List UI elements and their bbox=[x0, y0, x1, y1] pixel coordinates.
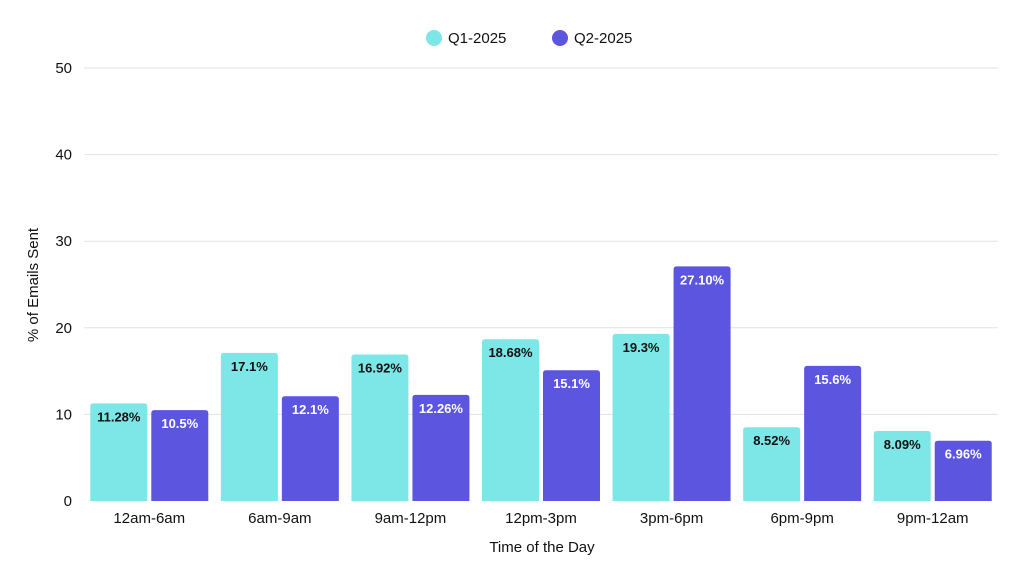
x-tick-label: 6pm-9pm bbox=[770, 510, 833, 527]
legend-swatch bbox=[426, 30, 442, 46]
bar-q2-2025-6pm-9pm[interactable] bbox=[804, 365, 862, 501]
y-tick-label: 50 bbox=[55, 60, 72, 77]
x-axis-title: Time of the Day bbox=[489, 539, 595, 556]
y-tick-label: 20 bbox=[55, 320, 72, 337]
bar-q2-2025-9pm-12am[interactable] bbox=[934, 440, 992, 501]
legend-label: Q1-2025 bbox=[448, 30, 506, 47]
data-label: 8.09% bbox=[884, 437, 921, 452]
data-label: 16.92% bbox=[358, 360, 403, 375]
bar-q2-2025-9am-12pm[interactable] bbox=[412, 394, 470, 501]
data-label: 15.1% bbox=[553, 376, 590, 391]
bar-q2-2025-12pm-3pm[interactable] bbox=[543, 370, 600, 501]
data-label: 17.1% bbox=[231, 359, 268, 374]
bar-q1-2025-3pm-6pm[interactable] bbox=[612, 333, 670, 501]
bar-q1-2025-6pm-9pm[interactable] bbox=[743, 427, 801, 501]
x-tick-label: 12pm-3pm bbox=[505, 510, 577, 527]
data-label: 12.26% bbox=[419, 401, 464, 416]
legend-item-q1-2025[interactable]: Q1-2025 bbox=[426, 30, 506, 47]
bar-q1-2025-12pm-3pm[interactable] bbox=[482, 339, 539, 501]
y-axis-title: % of Emails Sent bbox=[25, 227, 42, 342]
data-label: 12.1% bbox=[292, 402, 329, 417]
bar-q2-2025-3pm-6pm[interactable] bbox=[673, 266, 731, 501]
data-label: 27.10% bbox=[680, 272, 725, 287]
x-tick-label: 9pm-12am bbox=[897, 510, 969, 527]
x-tick-label: 9am-12pm bbox=[375, 510, 447, 527]
x-tick-label: 12am-6am bbox=[113, 510, 185, 527]
data-label: 19.3% bbox=[623, 340, 660, 355]
data-labels: 11.28% 10.5% 17.1% 12.1% 16.92% 12.26% 18.68% 1… bbox=[97, 272, 982, 461]
x-axis-ticks: 12am-6am 6am-9am 9am-12pm 12pm-3pm 3pm-6pm 6p… bbox=[113, 510, 968, 527]
data-label: 11.28% bbox=[97, 409, 141, 424]
data-label: 15.6% bbox=[814, 372, 851, 387]
legend-item-q2-2025[interactable]: Q2-2025 bbox=[552, 30, 632, 47]
y-tick-label: 10 bbox=[55, 406, 72, 423]
bar-q1-2025-12am-6am[interactable] bbox=[90, 403, 148, 501]
legend[interactable]: Q1-2025 Q2-2025 bbox=[426, 30, 632, 47]
y-tick-label: 0 bbox=[64, 493, 72, 510]
bar-q1-2025-6am-9am[interactable] bbox=[220, 352, 278, 501]
y-axis-ticks: 0 10 20 30 40 50 bbox=[55, 60, 72, 510]
bar-q1-2025-9am-12pm[interactable] bbox=[351, 354, 409, 501]
bar-q1-2025-9pm-12am[interactable] bbox=[873, 430, 931, 501]
y-tick-label: 30 bbox=[55, 233, 72, 250]
data-label: 18.68% bbox=[488, 345, 533, 360]
bar-q2-2025-12am-6am[interactable] bbox=[151, 410, 209, 501]
data-label: 8.52% bbox=[753, 433, 790, 448]
bars bbox=[90, 266, 992, 501]
y-tick-label: 40 bbox=[55, 147, 72, 164]
legend-label: Q2-2025 bbox=[574, 30, 632, 47]
x-tick-label: 6am-9am bbox=[248, 510, 311, 527]
legend-swatch bbox=[552, 30, 568, 46]
x-tick-label: 3pm-6pm bbox=[640, 510, 703, 527]
data-label: 10.5% bbox=[161, 416, 198, 431]
bar-q2-2025-6am-9am[interactable] bbox=[281, 396, 339, 501]
data-label: 6.96% bbox=[945, 447, 982, 462]
